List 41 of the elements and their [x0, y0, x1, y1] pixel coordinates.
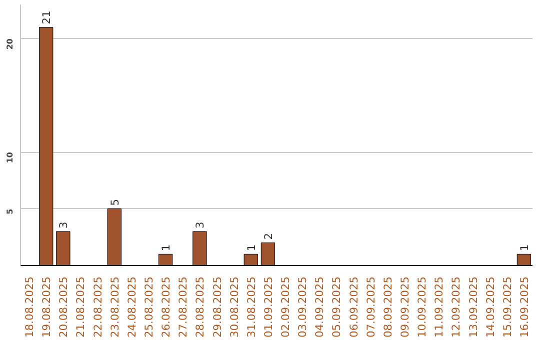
x-tick-label: 21.08.2025	[74, 276, 88, 338]
x-tick-label: 03.09.2025	[296, 276, 310, 338]
x-tick-label: 27.08.2025	[176, 276, 190, 338]
data-label: 21	[40, 10, 54, 24]
data-label: 1	[160, 244, 173, 252]
data-label: 3	[194, 222, 207, 228]
x-tick-label: 19.08.2025	[40, 276, 54, 338]
x-tick-label: 08.09.2025	[381, 276, 394, 338]
x-tick-label: 25.08.2025	[142, 276, 156, 338]
data-label: 1	[244, 244, 258, 252]
x-tick-label: 07.09.2025	[364, 276, 378, 338]
y-tick-label: 10	[6, 152, 14, 164]
x-tick-label: 14.09.2025	[484, 276, 497, 338]
data-label: 2	[262, 233, 275, 240]
x-tick-label: 04.09.2025	[313, 276, 326, 338]
x-tick-label: 02.09.2025	[279, 276, 292, 338]
y-tick-label: 5	[6, 208, 14, 214]
x-tick-label: 23.08.2025	[108, 276, 122, 338]
x-tick-label: 10.09.2025	[416, 276, 429, 338]
x-tick-label: 22.08.2025	[91, 276, 104, 338]
x-tick-label: 20.08.2025	[57, 276, 70, 338]
data-label: 5	[108, 198, 122, 206]
x-tick-label: 29.08.2025	[210, 276, 224, 338]
x-tick-label: 09.09.2025	[398, 276, 412, 338]
x-tick-label: 13.09.2025	[466, 276, 480, 338]
x-tick-label: 01.09.2025	[262, 276, 275, 338]
x-tick-label: 24.08.2025	[125, 276, 138, 338]
x-tick-label: 26.08.2025	[160, 276, 173, 338]
x-tick-label: 12.09.2025	[450, 276, 463, 338]
x-tick-label: 15.09.2025	[500, 276, 514, 338]
x-tick-label: 06.09.2025	[347, 276, 360, 338]
x-tick-label: 16.09.2025	[518, 276, 531, 338]
y-tick-label: 20	[6, 38, 14, 50]
x-tick-label: 05.09.2025	[330, 276, 344, 338]
x-tick-label: 11.09.2025	[432, 276, 446, 338]
data-label: 1	[518, 244, 531, 252]
data-label: 3	[57, 222, 70, 228]
x-tick-label: 31.08.2025	[244, 276, 258, 338]
x-tick-label: 30.08.2025	[228, 276, 241, 338]
x-tick-label: 18.08.2025	[23, 276, 36, 338]
x-tick-label: 28.08.2025	[194, 276, 207, 338]
